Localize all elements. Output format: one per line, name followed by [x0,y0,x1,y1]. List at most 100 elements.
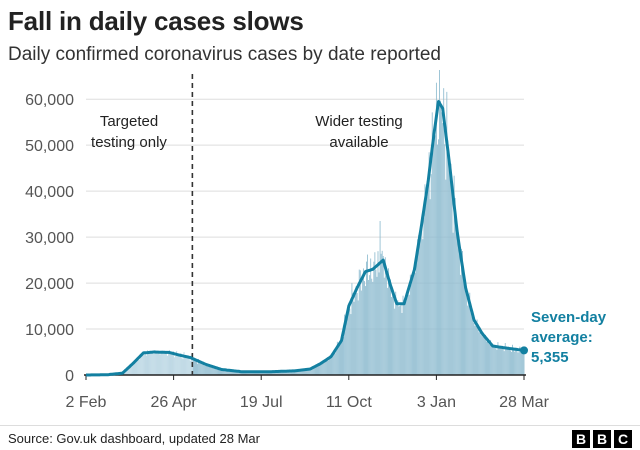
daily-case-bar [422,239,424,375]
daily-case-bar [378,272,380,375]
x-tick-label: 28 Mar [499,394,549,411]
daily-case-bar [184,356,186,375]
daily-case-bar [359,270,361,375]
daily-case-bar [521,352,523,375]
daily-case-bar [223,370,225,375]
daily-case-bar [346,317,348,375]
daily-case-bar [199,360,201,375]
daily-case-bar [318,364,319,375]
daily-case-bar [380,253,382,375]
daily-case-bar [228,370,230,375]
daily-case-bar [427,183,429,375]
daily-case-bar [205,363,207,375]
daily-case-bar [426,196,428,375]
daily-case-bar [364,281,365,375]
daily-case-bar [433,137,435,375]
daily-case-bar [198,358,200,375]
daily-case-bar [138,359,140,375]
daily-case-bar [369,275,371,375]
daily-case-bar [488,343,489,375]
daily-case-bar [312,367,314,375]
daily-case-bar [373,261,375,375]
daily-case-bar [356,293,358,375]
daily-case-bar [176,350,178,375]
daily-case-bar [128,368,130,375]
daily-case-bar [188,358,190,375]
daily-case-bar [443,88,445,376]
daily-case-bar [262,372,264,375]
daily-case-bars [96,70,525,376]
daily-case-bar [225,370,227,375]
daily-case-bar [253,371,255,375]
daily-case-bar [491,345,493,375]
daily-case-bar [321,363,323,375]
daily-case-bar [197,363,199,375]
daily-case-bar [177,354,179,375]
daily-case-bar [476,319,478,375]
daily-case-bar [392,288,394,375]
daily-case-bar [204,365,206,375]
daily-case-bar [175,355,177,375]
daily-case-bar [490,339,492,375]
daily-case-bar [379,221,381,375]
daily-case-bar [347,309,349,375]
daily-case-bar [142,353,144,375]
daily-case-bar [186,357,188,375]
daily-case-bar [173,351,175,375]
daily-case-bar [360,290,362,375]
annotation-targeted-testing: testing only [91,134,167,151]
seven-day-average-path [85,100,525,377]
daily-case-bar [187,355,189,375]
daily-case-bar [324,360,326,375]
daily-case-bar [130,365,132,375]
daily-case-bar [456,236,458,375]
daily-case-bar [459,274,461,375]
daily-case-bar [457,234,459,375]
daily-case-bar [374,252,376,375]
daily-case-bar [343,337,345,375]
daily-case-bar [384,257,386,375]
daily-case-bar [250,371,252,375]
daily-case-bar [171,353,172,375]
daily-case-bar [304,369,306,375]
daily-case-bar [192,359,194,375]
daily-case-bar [472,312,474,375]
daily-case-bar [414,271,415,375]
daily-case-bar [520,347,522,375]
daily-case-bar [500,346,502,375]
daily-case-bar [353,301,355,375]
daily-case-bar [234,370,236,375]
daily-case-bar [149,352,151,375]
daily-case-bar [434,135,436,375]
daily-case-bar [134,360,136,375]
daily-case-bar [277,371,279,375]
daily-case-bar [389,278,390,375]
daily-case-bar [351,283,353,375]
daily-case-bar [248,372,250,375]
daily-case-bar [282,370,284,375]
daily-case-bar [170,351,171,375]
daily-case-bar [238,371,240,375]
daily-case-bar [375,269,377,375]
daily-case-bar [232,371,234,375]
daily-case-bar [246,371,248,375]
daily-case-bar [210,366,212,375]
daily-case-bar [286,370,288,375]
seven-day-average-callout: average: [531,329,593,346]
daily-case-bar [337,346,339,375]
daily-case-bar [219,369,220,375]
daily-case-bar [446,91,448,376]
daily-case-bar [181,358,183,375]
daily-case-bar [388,268,389,375]
daily-case-bar [274,371,276,375]
daily-case-bar [185,357,187,375]
daily-case-bar [161,350,163,375]
daily-case-bar [316,364,317,375]
daily-case-bar [162,350,164,375]
daily-case-bar [330,356,332,375]
daily-case-bar [227,369,229,375]
daily-case-bar [400,303,402,375]
daily-case-bar [498,348,500,375]
daily-case-bar [499,346,501,375]
daily-case-bar [125,369,127,375]
